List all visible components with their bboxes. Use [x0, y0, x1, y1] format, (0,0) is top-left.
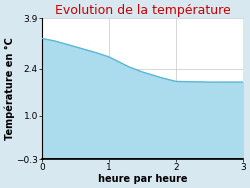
- Y-axis label: Température en °C: Température en °C: [4, 37, 15, 140]
- X-axis label: heure par heure: heure par heure: [98, 174, 187, 184]
- Title: Evolution de la température: Evolution de la température: [55, 4, 231, 17]
